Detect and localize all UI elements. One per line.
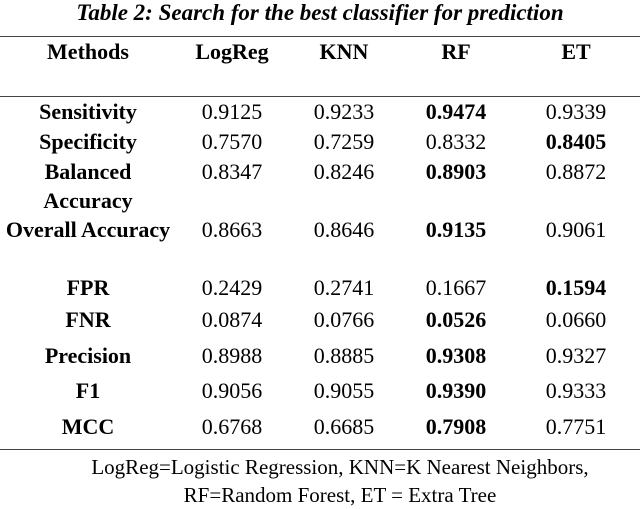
value-cell: 0.8988 (201, 342, 263, 368)
value-cell: 0.0660 (545, 306, 607, 332)
value-cell: 0.7570 (201, 128, 263, 154)
value-cell: 0.9055 (313, 377, 375, 403)
value-cell: 0.0526 (425, 306, 487, 332)
row-label: FNR (65, 306, 111, 332)
footnote-line: RF=Random Forest, ET = Extra Tree (183, 483, 497, 507)
table-title: Table 2: Search for the best classifier … (76, 0, 564, 25)
value-cell: 0.6768 (201, 413, 263, 439)
value-cell: 0.2741 (313, 274, 375, 300)
footnote: LogReg=Logistic Regression, KNN=K Neares… (20, 453, 640, 509)
value-cell: 0.9125 (201, 99, 263, 124)
row-label: FPR (66, 274, 110, 300)
row-label: F1 (75, 377, 101, 403)
value-cell: 0.8885 (313, 342, 375, 368)
value-cell: 0.7751 (545, 413, 607, 439)
value-cell: 0.9474 (425, 99, 487, 124)
value-cell: 0.8903 (425, 158, 487, 184)
value-cell: 0.9233 (313, 99, 375, 124)
table-row: MCC 0.6768 0.6685 0.7908 0.7751 (0, 412, 640, 450)
value-cell: 0.1667 (425, 274, 487, 300)
value-cell: 0.0766 (313, 306, 375, 332)
table-row: Sensitivity 0.9125 0.9233 0.9474 0.9339 (0, 97, 640, 127)
value-cell: 0.7908 (425, 413, 487, 439)
value-cell: 0.8246 (313, 158, 375, 184)
value-cell: 0.8663 (201, 216, 263, 242)
value-cell: 0.7259 (313, 128, 375, 154)
row-label: Balanced Accuracy (43, 158, 133, 213)
table-row: Specificity 0.7570 0.7259 0.8332 0.8405 (0, 127, 640, 157)
header-cell: ET (561, 39, 591, 64)
row-label: Sensitivity (39, 99, 137, 124)
header-cell: Methods (47, 39, 129, 64)
footnote-line: LogReg=Logistic Regression, KNN=K Neares… (91, 455, 589, 479)
header-cell: RF (441, 39, 471, 64)
table-row: F1 0.9056 0.9055 0.9390 0.9333 (0, 376, 640, 412)
row-label: Overall Accuracy (5, 216, 171, 242)
value-cell: 0.9056 (201, 377, 263, 403)
table-row: FNR 0.0874 0.0766 0.0526 0.0660 (0, 305, 640, 341)
table-row: Overall Accuracy 0.8663 0.8646 0.9135 0.9061 (0, 215, 640, 273)
value-cell: 0.8347 (201, 158, 263, 184)
table-row: Precision 0.8988 0.8885 0.9308 0.9327 (0, 341, 640, 376)
value-cell: 0.8332 (425, 128, 487, 154)
row-label: Specificity (39, 128, 137, 154)
value-cell: 0.8646 (313, 216, 375, 242)
row-label: Precision (44, 342, 132, 368)
value-cell: 0.9327 (545, 342, 607, 368)
header-cell: KNN (319, 39, 369, 64)
row-label: MCC (61, 413, 115, 439)
value-cell: 0.6685 (313, 413, 375, 439)
table-row: FPR 0.2429 0.2741 0.1667 0.1594 (0, 273, 640, 305)
value-cell: 0.9390 (425, 377, 487, 403)
value-cell: 0.1594 (545, 274, 607, 300)
table-row: Balanced Accuracy 0.8347 0.8246 0.8903 0.887… (0, 157, 640, 215)
value-cell: 0.9333 (545, 377, 607, 403)
value-cell: 0.9061 (545, 216, 607, 242)
value-cell: 0.0874 (201, 306, 263, 332)
results-table: Methods LogReg KNN RF ET Sensitivity 0.9125 0.… (0, 36, 640, 450)
value-cell: 0.2429 (201, 274, 263, 300)
value-cell: 0.8872 (545, 158, 607, 184)
value-cell: 0.8405 (545, 128, 607, 154)
value-cell: 0.9135 (425, 216, 487, 242)
header-cell: LogReg (195, 39, 269, 64)
value-cell: 0.9339 (545, 99, 607, 124)
value-cell: 0.9308 (425, 342, 487, 368)
header-row: Methods LogReg KNN RF ET (0, 36, 640, 97)
